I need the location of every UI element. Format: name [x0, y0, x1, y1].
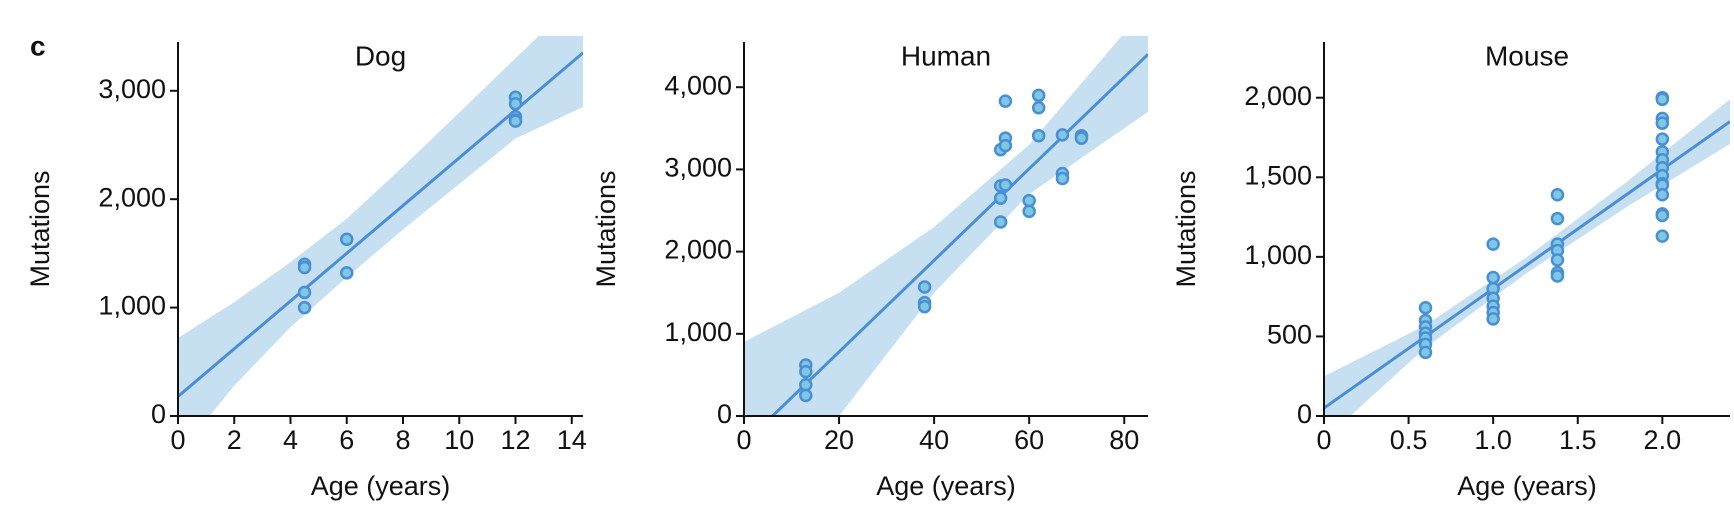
point	[998, 178, 1013, 192]
x-tick-label: 0	[1316, 425, 1331, 455]
point	[993, 215, 1008, 229]
regression-line	[771, 53, 1148, 416]
x-tick-label: 14	[557, 425, 587, 455]
point	[1074, 131, 1089, 145]
point	[1031, 88, 1046, 103]
point	[1655, 188, 1670, 202]
y-tick-label: 2,000	[664, 235, 732, 265]
x-tick-label: 1.5	[1559, 425, 1597, 455]
x-tick-label: 4	[283, 425, 298, 455]
x-tick-label: 8	[395, 425, 410, 455]
point	[1418, 301, 1433, 315]
point	[998, 138, 1013, 153]
point	[1655, 208, 1670, 223]
point	[1486, 312, 1500, 326]
x-tick-label: 1.0	[1474, 425, 1512, 455]
plot-area	[1324, 90, 1730, 416]
point	[1550, 211, 1565, 226]
point	[1418, 345, 1433, 360]
x-tick-label: 0	[170, 425, 185, 455]
point	[1655, 229, 1670, 243]
point	[799, 378, 813, 392]
point	[297, 260, 312, 275]
point	[993, 191, 1008, 205]
panel-label: c	[30, 30, 46, 61]
point	[1055, 128, 1070, 142]
point	[340, 232, 354, 247]
x-tick-label: 60	[1014, 425, 1044, 455]
point	[1486, 270, 1500, 285]
point	[799, 364, 813, 379]
point	[508, 114, 523, 128]
point	[1550, 188, 1565, 202]
point	[1655, 132, 1670, 146]
y-tick-label: 1,000	[1244, 240, 1312, 270]
y-tick-label: 0	[717, 399, 732, 429]
plot-area	[744, 36, 1148, 416]
chart-title: Human	[901, 40, 991, 71]
point	[1550, 253, 1565, 267]
point	[1486, 237, 1500, 251]
point	[297, 300, 312, 315]
point	[799, 388, 813, 403]
y-axis-label: Mutations	[591, 170, 621, 287]
x-tick-label: 40	[919, 425, 949, 455]
y-tick-label: 3,000	[98, 74, 166, 104]
chart-title: Mouse	[1485, 40, 1569, 71]
point	[297, 285, 312, 300]
confidence-band	[744, 36, 1148, 416]
y-axis-label: Mutations	[1171, 170, 1201, 287]
x-tick-label: 12	[500, 425, 530, 455]
point	[917, 280, 932, 294]
plot-area	[178, 36, 583, 416]
x-tick-label: 0.5	[1390, 425, 1428, 455]
y-tick-label: 0	[151, 399, 166, 429]
regression-line	[1324, 120, 1730, 410]
point	[508, 97, 523, 111]
point	[340, 266, 354, 280]
y-tick-label: 3,000	[664, 153, 732, 183]
y-tick-label: 4,000	[664, 70, 732, 100]
x-tick-label: 20	[824, 425, 854, 455]
x-tick-label: 10	[444, 425, 474, 455]
x-tick-label: 0	[736, 425, 751, 455]
point	[1031, 128, 1046, 143]
point	[1655, 92, 1670, 107]
point	[1022, 204, 1036, 219]
point	[1031, 101, 1046, 115]
y-tick-label: 2,000	[1244, 81, 1312, 111]
x-tick-label: 2	[227, 425, 242, 455]
x-tick-label: 80	[1109, 425, 1139, 455]
y-tick-label: 1,000	[98, 291, 166, 321]
point	[1022, 193, 1036, 208]
y-axis-label: Mutations	[25, 170, 55, 287]
y-tick-label: 1,500	[1244, 160, 1312, 190]
x-axis-label: Age (years)	[311, 471, 451, 501]
y-tick-label: 2,000	[98, 182, 166, 212]
point	[1055, 171, 1070, 186]
x-axis-label: Age (years)	[876, 471, 1016, 501]
y-tick-label: 0	[1297, 399, 1312, 429]
x-axis-label: Age (years)	[1457, 471, 1597, 501]
x-tick-label: 6	[339, 425, 354, 455]
regression-line	[178, 51, 583, 398]
y-tick-label: 500	[1267, 320, 1312, 350]
point	[998, 94, 1013, 108]
point	[1550, 269, 1565, 283]
point	[917, 299, 932, 314]
point	[1655, 116, 1670, 130]
x-tick-label: 2.0	[1644, 425, 1682, 455]
confidence-band	[1324, 99, 1730, 416]
chart-title: Dog	[355, 40, 406, 71]
y-tick-label: 1,000	[664, 317, 732, 347]
